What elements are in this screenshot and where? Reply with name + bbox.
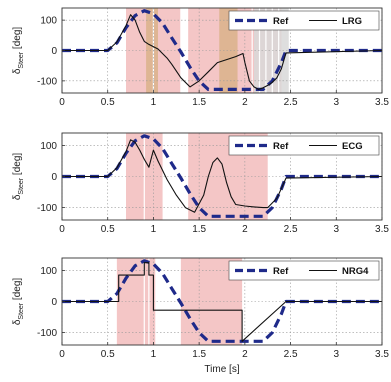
x-tick-label: 1 xyxy=(151,97,157,108)
x-tick-label: 3 xyxy=(334,97,340,108)
y-axis-label: δSteer [deg] xyxy=(12,153,25,201)
x-tick-label: 3 xyxy=(334,349,340,360)
highlight-band xyxy=(146,8,158,93)
y-axis-label-sub: Steer xyxy=(18,302,25,319)
legend-label-ref: Ref xyxy=(273,141,289,152)
y-tick-label: 0 xyxy=(51,46,57,57)
y-axis-label-main: δ xyxy=(12,68,23,74)
legend-label-alg: ECG xyxy=(342,141,363,152)
y-tick-label: -100 xyxy=(37,328,57,339)
x-tick-label: 0 xyxy=(59,349,65,360)
series xyxy=(62,259,382,343)
x-tick-label: 3.5 xyxy=(375,97,389,108)
x-tick-label: 0 xyxy=(59,97,65,108)
x-tick-label: 0.5 xyxy=(101,224,115,235)
series-line-ref xyxy=(62,134,382,218)
y-tick-label: -100 xyxy=(37,203,57,214)
legend: Ref NRG4 xyxy=(228,260,380,281)
y-axis-label-sub: Steer xyxy=(18,51,25,68)
y-tick-label: -100 xyxy=(37,76,57,87)
y-axis-label-unit: [deg] xyxy=(12,278,23,303)
y-tick-label: 100 xyxy=(40,266,57,277)
x-tick-label: 1 xyxy=(151,224,157,235)
x-tick-label: 1 xyxy=(151,349,157,360)
y-tick-label: 0 xyxy=(51,297,57,308)
legend-label-ref: Ref xyxy=(273,16,289,27)
legend-label-alg: NRG4 xyxy=(342,266,369,277)
x-tick-label: 0 xyxy=(59,224,65,235)
series xyxy=(62,9,382,92)
x-tick-label: 2 xyxy=(242,349,248,360)
legend-box xyxy=(228,260,380,281)
y-axis-label-main: δ xyxy=(12,194,23,200)
series-line-ref xyxy=(62,259,382,343)
x-tick-label: 1.5 xyxy=(192,349,206,360)
y-tick-label: 0 xyxy=(51,172,57,183)
series-line-ref xyxy=(62,9,382,92)
x-tick-label: 1.5 xyxy=(192,224,206,235)
x-axis-label: Time [s] xyxy=(204,364,239,375)
x-tick-label: 2.5 xyxy=(284,224,298,235)
x-tick-label: 2.5 xyxy=(284,349,298,360)
legend-box xyxy=(228,135,380,156)
y-tick-label: 100 xyxy=(40,16,57,27)
y-tick-label: 100 xyxy=(40,141,57,152)
series-line-lrg xyxy=(62,14,382,90)
legend: Ref LRG xyxy=(228,10,380,31)
x-tick-label: 3 xyxy=(334,224,340,235)
legend: Ref ECG xyxy=(228,135,380,156)
x-tick-label: 0.5 xyxy=(101,349,115,360)
series xyxy=(62,134,382,218)
y-axis-label-sub: Steer xyxy=(18,177,25,194)
x-tick-label: 3.5 xyxy=(375,349,389,360)
x-tick-label: 2.5 xyxy=(284,97,298,108)
y-axis-label-main: δ xyxy=(12,319,23,325)
x-tick-label: 1.5 xyxy=(192,97,206,108)
legend-box xyxy=(228,10,380,31)
x-tick-label: 0.5 xyxy=(101,97,115,108)
legend-label-alg: LRG xyxy=(342,16,362,27)
series-line-nrg4 xyxy=(62,262,382,342)
legend-label-ref: Ref xyxy=(273,266,289,277)
y-axis-label: δSteer [deg] xyxy=(12,278,25,326)
x-tick-label: 3.5 xyxy=(375,224,389,235)
y-axis-label-unit: [deg] xyxy=(12,27,23,52)
y-axis-label: δSteer [deg] xyxy=(12,27,25,75)
y-axis-label-unit: [deg] xyxy=(12,153,23,178)
x-tick-label: 2 xyxy=(242,224,248,235)
series-line-ecg xyxy=(62,139,382,213)
x-tick-label: 2 xyxy=(242,97,248,108)
